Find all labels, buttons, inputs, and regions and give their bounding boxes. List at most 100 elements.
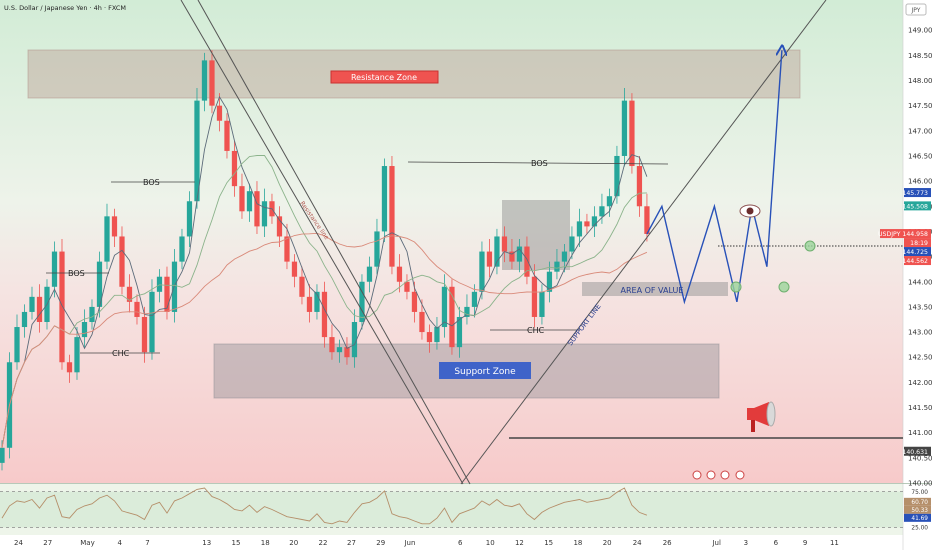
candle-body[interactable] bbox=[629, 100, 635, 167]
candle-body[interactable] bbox=[426, 332, 433, 343]
rsi-label[interactable]: 41.69 bbox=[911, 516, 928, 522]
candle-body[interactable] bbox=[156, 276, 163, 292]
candle-body[interactable] bbox=[501, 236, 508, 252]
candle-body[interactable] bbox=[321, 291, 328, 338]
candle-body[interactable] bbox=[381, 166, 388, 232]
candle-body[interactable] bbox=[644, 206, 650, 234]
candle-body[interactable] bbox=[201, 60, 208, 101]
rsi-label[interactable]: 50.33 bbox=[911, 508, 928, 514]
candle-body[interactable] bbox=[554, 261, 560, 272]
candle-body[interactable] bbox=[51, 251, 58, 287]
forecast-path[interactable] bbox=[646, 50, 782, 305]
candle-body[interactable] bbox=[21, 311, 28, 328]
candle-body[interactable] bbox=[396, 266, 403, 282]
support-zone-label[interactable]: Support Zone bbox=[454, 367, 516, 377]
candle-body[interactable] bbox=[0, 447, 5, 463]
candle-body[interactable] bbox=[456, 316, 463, 348]
candle-body[interactable] bbox=[546, 271, 553, 292]
candle-body[interactable] bbox=[59, 251, 65, 363]
price-label[interactable]: 18:19 bbox=[910, 240, 928, 247]
candle-body[interactable] bbox=[351, 322, 358, 358]
candle-body[interactable] bbox=[516, 246, 523, 262]
candle-body[interactable] bbox=[336, 347, 343, 353]
bos-1-label[interactable]: BOS bbox=[68, 269, 85, 278]
candle-body[interactable] bbox=[134, 301, 140, 317]
candle-body[interactable] bbox=[149, 291, 155, 353]
candle-body[interactable] bbox=[606, 196, 613, 207]
candle-body[interactable] bbox=[216, 105, 223, 121]
currency-badge[interactable]: JPY bbox=[911, 7, 921, 14]
candle-body[interactable] bbox=[261, 201, 268, 227]
candle-body[interactable] bbox=[284, 236, 290, 262]
chc-2-label[interactable]: CHC bbox=[527, 326, 545, 335]
candle-body[interactable] bbox=[411, 291, 418, 312]
candle-body[interactable] bbox=[306, 296, 313, 312]
rsi-label[interactable]: 75.00 bbox=[911, 490, 928, 496]
rsi-line[interactable] bbox=[1, 487, 648, 525]
candle-body[interactable] bbox=[74, 337, 80, 373]
candle-body[interactable] bbox=[104, 216, 110, 262]
candle-body[interactable] bbox=[194, 100, 200, 202]
candle-body[interactable] bbox=[36, 296, 43, 322]
price-label[interactable]: 144.725 bbox=[902, 249, 928, 256]
candle-body[interactable] bbox=[66, 362, 73, 373]
candle-body[interactable] bbox=[636, 166, 643, 207]
candle-body[interactable] bbox=[366, 266, 373, 282]
candle-body[interactable] bbox=[179, 236, 185, 262]
candle-body[interactable] bbox=[531, 276, 538, 317]
forecast-node-1[interactable] bbox=[730, 281, 742, 293]
bos-3-label[interactable]: BOS bbox=[531, 159, 548, 168]
candle-body[interactable] bbox=[89, 306, 95, 322]
candle-body[interactable] bbox=[591, 216, 598, 227]
candle-body[interactable] bbox=[479, 251, 485, 292]
area-of-value-box[interactable] bbox=[582, 282, 728, 296]
candle-body[interactable] bbox=[576, 221, 583, 237]
candle-body[interactable] bbox=[449, 286, 455, 348]
candle-body[interactable] bbox=[291, 261, 298, 277]
time-axis[interactable]: 24 27 May 4 7 13 15 18 20 22 27 29 Jun 6 10 12 15 18 20 24 2… bbox=[14, 539, 839, 547]
candle-body[interactable] bbox=[14, 327, 20, 363]
candle-body[interactable] bbox=[314, 291, 320, 312]
price-label[interactable]: 145.508 bbox=[902, 203, 928, 210]
candle-body[interactable] bbox=[569, 236, 575, 252]
bos-3-line[interactable] bbox=[407, 161, 669, 165]
resistance-zone-label[interactable]: Resistance Zone bbox=[351, 73, 417, 82]
candle-body[interactable] bbox=[471, 291, 478, 307]
forecast-node-3[interactable] bbox=[804, 240, 816, 252]
candle-body[interactable] bbox=[141, 316, 148, 353]
resistance-line-outer[interactable] bbox=[180, 0, 464, 485]
candle-body[interactable] bbox=[404, 281, 410, 292]
candle-body[interactable] bbox=[111, 216, 118, 237]
price-axis[interactable]: 149.000 148.500 148.000 147.500 147.000 146.5… bbox=[908, 27, 932, 488]
candle-body[interactable] bbox=[621, 100, 628, 156]
candle-body[interactable] bbox=[584, 221, 590, 227]
forecast-node-2[interactable] bbox=[778, 281, 790, 293]
candle-body[interactable] bbox=[329, 337, 335, 353]
area-of-value-label[interactable]: AREA OF VALUE bbox=[621, 286, 684, 295]
candle-body[interactable] bbox=[231, 150, 238, 187]
price-label[interactable]: 145.773 bbox=[902, 190, 928, 197]
resistance-line-inner[interactable] bbox=[197, 0, 471, 485]
candle-body[interactable] bbox=[246, 191, 253, 212]
candle-body[interactable] bbox=[441, 286, 448, 328]
price-label[interactable]: 144.562 bbox=[902, 258, 928, 265]
candle-body[interactable] bbox=[359, 281, 365, 322]
candle-body[interactable] bbox=[434, 327, 440, 343]
candle-body[interactable] bbox=[209, 60, 215, 106]
candle-body[interactable] bbox=[276, 216, 283, 237]
candle-body[interactable] bbox=[186, 201, 193, 237]
candle-body[interactable] bbox=[81, 322, 88, 338]
candle-body[interactable] bbox=[464, 306, 470, 317]
candle-body[interactable] bbox=[126, 286, 133, 302]
rsi-label[interactable]: 25.00 bbox=[911, 526, 928, 532]
candle-body[interactable] bbox=[254, 191, 260, 227]
candle-body[interactable] bbox=[299, 276, 305, 297]
candle-body[interactable] bbox=[614, 155, 620, 197]
candle-body[interactable] bbox=[239, 186, 245, 212]
candle-body[interactable] bbox=[29, 296, 35, 312]
chc-1-label[interactable]: CHC bbox=[112, 349, 130, 358]
candle-body[interactable] bbox=[539, 291, 545, 317]
candle-body[interactable] bbox=[509, 251, 515, 262]
candle-body[interactable] bbox=[419, 311, 425, 333]
candle-body[interactable] bbox=[561, 251, 568, 262]
